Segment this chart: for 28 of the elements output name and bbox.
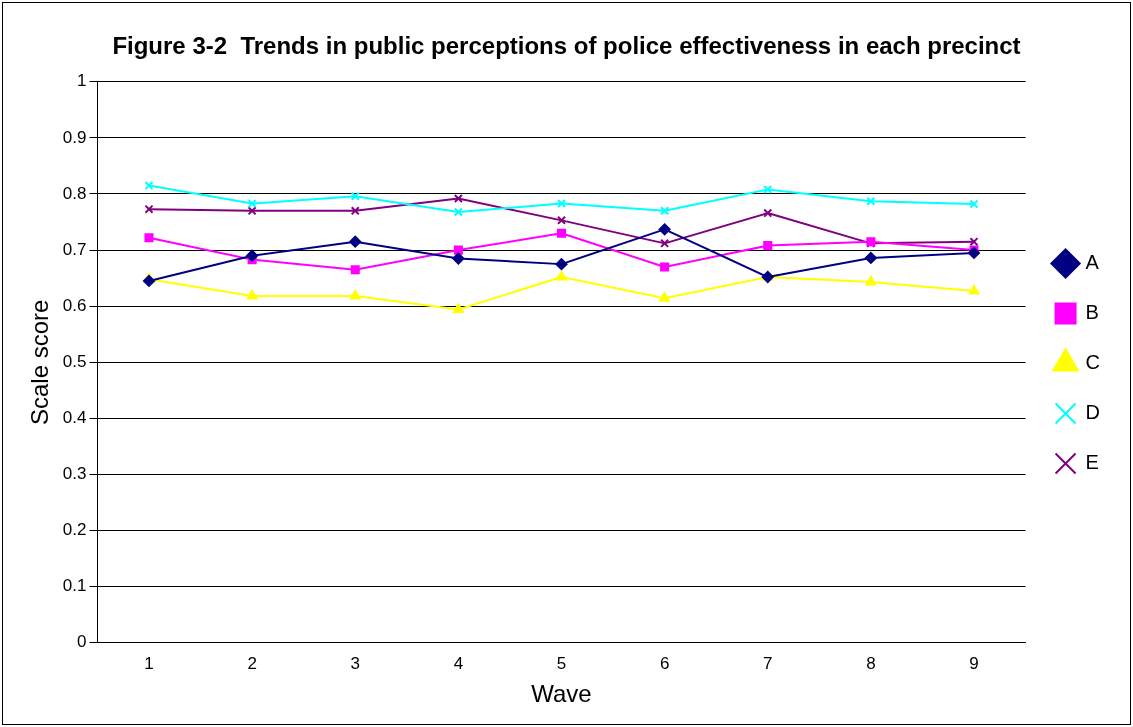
y-axis-title: Scale score: [26, 299, 54, 425]
x-tick-label: 8: [866, 653, 876, 673]
y-tick-label: 0: [76, 632, 87, 652]
y-tick-label: 0.7: [62, 239, 87, 259]
x-tick-label: 1: [144, 653, 154, 673]
x-tick-label: 9: [969, 653, 979, 673]
y-tick-label: 0.6: [62, 295, 87, 315]
y-tick-label: 0.8: [62, 183, 87, 203]
x-tick-label: 2: [247, 653, 257, 673]
y-tick-label: 0.4: [62, 408, 87, 428]
y-tick-label: 0.3: [62, 464, 87, 484]
y-tick-label: 0.1: [62, 576, 87, 596]
x-tick-label: 6: [659, 653, 670, 673]
x-tick-label: 3: [350, 653, 360, 673]
y-tick-label: 0.9: [62, 127, 87, 147]
y-tick-label: 1: [76, 71, 87, 91]
x-tick-label: 5: [556, 653, 567, 673]
x-tick-label: 7: [763, 653, 773, 673]
x-tick-label: 4: [453, 653, 464, 673]
legend-label: A: [1085, 251, 1100, 274]
chart-title: Figure 3-2 Trends in public perceptions of police effectiveness in each precinct: [112, 32, 1021, 60]
legend-label: E: [1085, 451, 1099, 474]
x-axis-title: Wave: [531, 680, 592, 708]
y-tick-label: 0.5: [62, 351, 87, 371]
legend-label: C: [1085, 351, 1101, 374]
legend-label: B: [1085, 301, 1099, 324]
y-tick-label: 0.2: [62, 520, 87, 540]
legend-label: D: [1085, 401, 1101, 424]
